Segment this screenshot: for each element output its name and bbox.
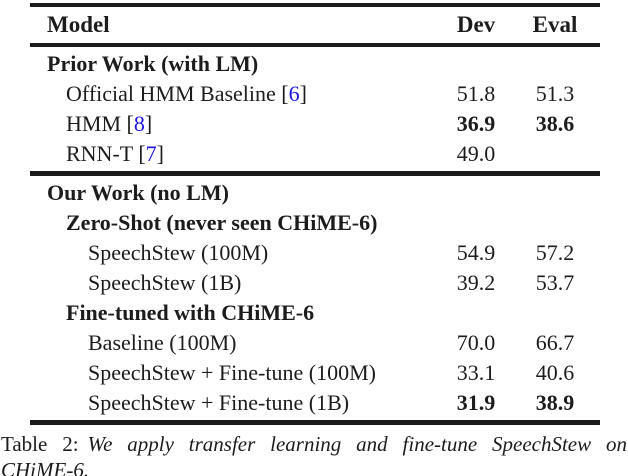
row-label: Official HMM Baseline [6] (66, 81, 307, 106)
table-row: HMM [8] 36.9 38.6 (30, 109, 600, 139)
table-body: Prior Work (with LM) Official HMM Baselin… (30, 47, 600, 420)
dev-value: 31.9 (456, 390, 496, 415)
table-row: SpeechStew (100M) 54.9 57.2 (30, 238, 600, 268)
row-label: SpeechStew (100M) (88, 240, 269, 265)
table-header-row: Model Dev Eval (30, 7, 600, 43)
table-row: Our Work (no LM) (30, 178, 600, 208)
table-rule-bottom (30, 420, 600, 425)
table-row: SpeechStew + Fine-tune (100M) 33.1 40.6 (30, 358, 600, 388)
table-row: SpeechStew (1B) 39.2 53.7 (30, 268, 600, 298)
citation-link[interactable]: 8 (133, 111, 145, 136)
header-model: Model (47, 12, 110, 37)
eval-value: 38.9 (535, 390, 575, 415)
dev-value: 39.2 (456, 270, 496, 295)
table-row: SpeechStew + Fine-tune (1B) 31.9 38.9 (30, 388, 600, 418)
table-rule-mid (30, 171, 600, 176)
table-row: Baseline (100M) 70.0 66.7 (30, 328, 600, 358)
header-eval: Eval (532, 12, 578, 37)
caption-label: Table 2: (1, 432, 79, 456)
table-section: Prior Work (with LM) Official HMM Baselin… (30, 47, 600, 171)
table-row: RNN-T [7] 49.0 (30, 139, 600, 169)
eval-value: 66.7 (535, 330, 575, 355)
row-label: Our Work (no LM) (47, 180, 229, 205)
table-caption: Table 2: We apply transfer learning and f… (0, 431, 628, 476)
table-row: Zero-Shot (never seen CHiME-6) (30, 208, 600, 238)
row-label: Fine-tuned with CHiME-6 (66, 300, 315, 325)
row-label: RNN-T [7] (66, 141, 164, 166)
dev-value: 54.9 (456, 240, 496, 265)
table-row: Fine-tuned with CHiME-6 (30, 298, 600, 328)
table-rule-top (30, 3, 600, 7)
dev-value: 70.0 (456, 330, 496, 355)
row-label: SpeechStew + Fine-tune (1B) (88, 390, 350, 415)
row-label: HMM [8] (66, 111, 153, 136)
dev-value: 33.1 (456, 360, 496, 385)
dev-value: 49.0 (456, 141, 496, 166)
table-row: Official HMM Baseline [6] 51.8 51.3 (30, 79, 600, 109)
eval-value: 51.3 (535, 81, 575, 106)
citation-link[interactable]: 7 (145, 141, 157, 166)
eval-value: 57.2 (535, 240, 575, 265)
eval-value: 40.6 (535, 360, 575, 385)
row-label: Zero-Shot (never seen CHiME-6) (66, 210, 378, 235)
eval-value: 53.7 (535, 270, 575, 295)
table-rule-header (30, 43, 600, 47)
row-label: SpeechStew (1B) (88, 270, 242, 295)
row-label: Baseline (100M) (88, 330, 237, 355)
header-dev: Dev (456, 12, 496, 37)
citation-link[interactable]: 6 (288, 81, 300, 106)
caption-text: We apply transfer learning and fine-tune… (1, 432, 627, 476)
eval-value: 38.6 (535, 111, 575, 136)
row-label: SpeechStew + Fine-tune (100M) (88, 360, 376, 385)
table-row: Prior Work (with LM) (30, 49, 600, 79)
dev-value: 51.8 (456, 81, 496, 106)
table-section: Our Work (no LM) Zero-Shot (never seen CH… (30, 176, 600, 420)
row-label: Prior Work (with LM) (47, 51, 259, 76)
dev-value: 36.9 (456, 111, 496, 136)
results-table: Model Dev Eval Prior Work (with LM) Offic… (30, 0, 600, 425)
